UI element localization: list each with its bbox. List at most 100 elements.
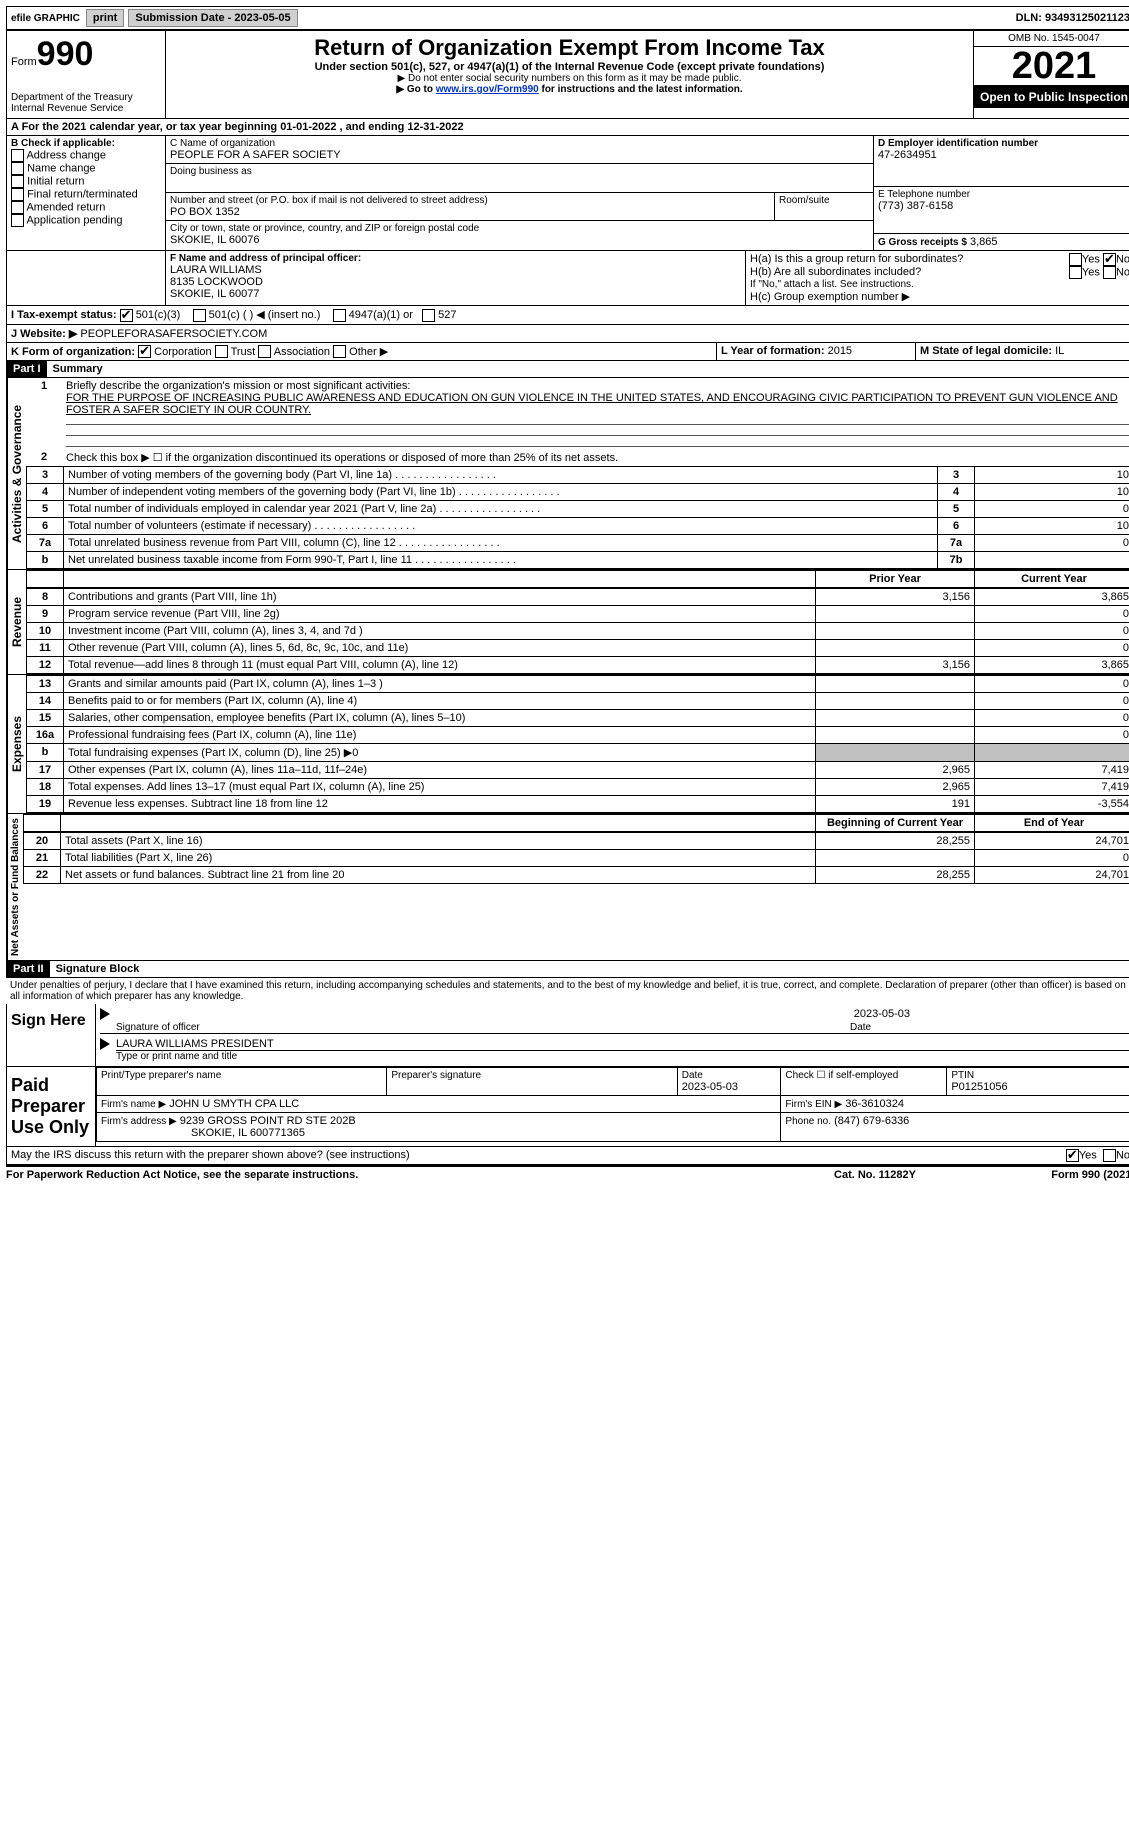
- perjury-text: Under penalties of perjury, I declare th…: [6, 978, 1129, 1004]
- table-row: 14Benefits paid to or for members (Part …: [27, 693, 1129, 710]
- table-row: 20Total assets (Part X, line 16)28,25524…: [24, 833, 1129, 850]
- side-revenue: Revenue: [7, 570, 26, 674]
- section-j: J Website: ▶ PEOPLEFORASAFERSOCIETY.COM: [6, 325, 1129, 343]
- section-fh: F Name and address of principal officer:…: [6, 251, 1129, 306]
- section-c: C Name of organization PEOPLE FOR A SAFE…: [166, 136, 874, 250]
- page-footer: For Paperwork Reduction Act Notice, see …: [6, 1165, 1129, 1181]
- discuss-no[interactable]: [1103, 1149, 1116, 1162]
- form-trust[interactable]: [215, 345, 228, 358]
- website: PEOPLEFORASAFERSOCIETY.COM: [80, 328, 267, 340]
- ha-yes[interactable]: [1069, 253, 1082, 266]
- gross-receipts: 3,865: [970, 236, 998, 248]
- state-domicile: IL: [1055, 345, 1064, 357]
- part-1: Part I Summary: [6, 361, 1129, 378]
- hb-yes[interactable]: [1069, 266, 1082, 279]
- table-row: 5Total number of individuals employed in…: [27, 501, 1129, 518]
- side-expenses: Expenses: [7, 675, 26, 813]
- table-row: 19Revenue less expenses. Subtract line 1…: [27, 796, 1129, 813]
- part-2-header: Part II: [7, 961, 50, 977]
- officer-street: 8135 LOCKWOOD: [170, 276, 741, 288]
- section-h: H(a) Is this a group return for subordin…: [746, 251, 1129, 305]
- ein: 47-2634951: [878, 149, 1129, 161]
- hb-no[interactable]: [1103, 266, 1116, 279]
- firm-addr2: SKOKIE, IL 600771365: [101, 1127, 776, 1139]
- tax-501c3[interactable]: [120, 309, 133, 322]
- revenue-section: Revenue Prior Year Current Year 8Contrib…: [6, 570, 1129, 675]
- form-header: Form990 Department of the Treasury Inter…: [6, 31, 1129, 119]
- dln-label: DLN: 93493125021123: [1016, 12, 1129, 24]
- section-f: F Name and address of principal officer:…: [166, 251, 746, 305]
- line-a: A For the 2021 calendar year, or tax yea…: [6, 119, 1129, 136]
- table-row: 6Total number of volunteers (estimate if…: [27, 518, 1129, 535]
- check-address-change[interactable]: Address change: [11, 149, 161, 162]
- form-number: Form990: [11, 35, 161, 74]
- table-row: 12Total revenue—add lines 8 through 11 (…: [27, 657, 1129, 674]
- form-subtitle: Under section 501(c), 527, or 4947(a)(1)…: [170, 61, 969, 73]
- header-left: Form990 Department of the Treasury Inter…: [7, 31, 166, 118]
- side-net: Net Assets or Fund Balances: [7, 814, 23, 960]
- firm-name: JOHN U SMYTH CPA LLC: [169, 1098, 299, 1110]
- org-address: PO BOX 1352: [170, 206, 770, 218]
- table-row: bNet unrelated business taxable income f…: [27, 552, 1129, 569]
- table-row: 9Program service revenue (Part VIII, lin…: [27, 606, 1129, 623]
- arrow-icon: [100, 1038, 110, 1050]
- tax-year: 2021: [974, 47, 1129, 86]
- discuss-yes[interactable]: [1066, 1149, 1079, 1162]
- officer-city: SKOKIE, IL 60077: [170, 288, 741, 300]
- table-row: 11Other revenue (Part VIII, column (A), …: [27, 640, 1129, 657]
- table-row: 17Other expenses (Part IX, column (A), l…: [27, 762, 1129, 779]
- table-row: 18Total expenses. Add lines 13–17 (must …: [27, 779, 1129, 796]
- firm-addr1: 9239 GROSS POINT RD STE 202B: [180, 1115, 356, 1127]
- tax-4947[interactable]: [333, 309, 346, 322]
- check-amended-return[interactable]: Amended return: [11, 201, 161, 214]
- instruction-1: ▶ Do not enter social security numbers o…: [170, 73, 969, 84]
- irs-link[interactable]: www.irs.gov/Form990: [436, 84, 539, 95]
- table-row: 13Grants and similar amounts paid (Part …: [27, 676, 1129, 693]
- submission-date-button[interactable]: Submission Date - 2023-05-05: [128, 9, 297, 27]
- section-bcd: B Check if applicable: Address change Na…: [6, 136, 1129, 251]
- activities-section: Activities & Governance 1 Briefly descri…: [6, 378, 1129, 570]
- year-formation: 2015: [828, 345, 852, 357]
- net-assets-section: Net Assets or Fund Balances Beginning of…: [6, 814, 1129, 961]
- ptin: P01251056: [951, 1081, 1129, 1093]
- part-2: Part II Signature Block: [6, 961, 1129, 978]
- table-row: 3Number of voting members of the governi…: [27, 467, 1129, 484]
- table-row: 10Investment income (Part VIII, column (…: [27, 623, 1129, 640]
- expenses-section: Expenses 13Grants and similar amounts pa…: [6, 675, 1129, 814]
- sig-date: 2023-05-03: [116, 1008, 1129, 1022]
- check-application-pending[interactable]: Application pending: [11, 214, 161, 227]
- part-1-header: Part I: [7, 361, 47, 377]
- table-row: 22Net assets or fund balances. Subtract …: [24, 867, 1129, 884]
- header-right: OMB No. 1545-0047 2021 Open to Public In…: [973, 31, 1129, 118]
- dept-label: Department of the Treasury: [11, 92, 161, 103]
- officer-name-title: LAURA WILLIAMS PRESIDENT: [116, 1038, 1129, 1050]
- table-row: 8Contributions and grants (Part VIII, li…: [27, 589, 1129, 606]
- sign-here-block: Sign Here 2023-05-03 Signature of office…: [6, 1004, 1129, 1067]
- table-row: bTotal fundraising expenses (Part IX, co…: [27, 744, 1129, 762]
- check-final-return[interactable]: Final return/terminated: [11, 188, 161, 201]
- org-city: SKOKIE, IL 60076: [170, 234, 869, 246]
- form-other[interactable]: [333, 345, 346, 358]
- table-row: 15Salaries, other compensation, employee…: [27, 710, 1129, 727]
- ha-no[interactable]: [1103, 253, 1116, 266]
- paid-preparer-block: Paid Preparer Use Only Print/Type prepar…: [6, 1067, 1129, 1147]
- form-assoc[interactable]: [258, 345, 271, 358]
- discuss-row: May the IRS discuss this return with the…: [6, 1147, 1129, 1165]
- tax-527[interactable]: [422, 309, 435, 322]
- print-button[interactable]: print: [86, 9, 124, 27]
- table-row: 21Total liabilities (Part X, line 26)0: [24, 850, 1129, 867]
- check-initial-return[interactable]: Initial return: [11, 175, 161, 188]
- form-corp[interactable]: [138, 345, 151, 358]
- check-name-change[interactable]: Name change: [11, 162, 161, 175]
- efile-label: efile GRAPHIC: [7, 11, 84, 26]
- side-activities: Activities & Governance: [7, 378, 26, 569]
- officer-name: LAURA WILLIAMS: [170, 264, 741, 276]
- tax-501c[interactable]: [193, 309, 206, 322]
- form-title: Return of Organization Exempt From Incom…: [170, 35, 969, 61]
- top-bar: efile GRAPHIC print Submission Date - 20…: [6, 6, 1129, 31]
- open-to-public: Open to Public Inspection: [974, 86, 1129, 108]
- section-klm: K Form of organization: Corporation Trus…: [6, 343, 1129, 362]
- header-center: Return of Organization Exempt From Incom…: [166, 31, 973, 118]
- section-i: I Tax-exempt status: 501(c)(3) 501(c) ( …: [6, 306, 1129, 325]
- table-row: 4Number of independent voting members of…: [27, 484, 1129, 501]
